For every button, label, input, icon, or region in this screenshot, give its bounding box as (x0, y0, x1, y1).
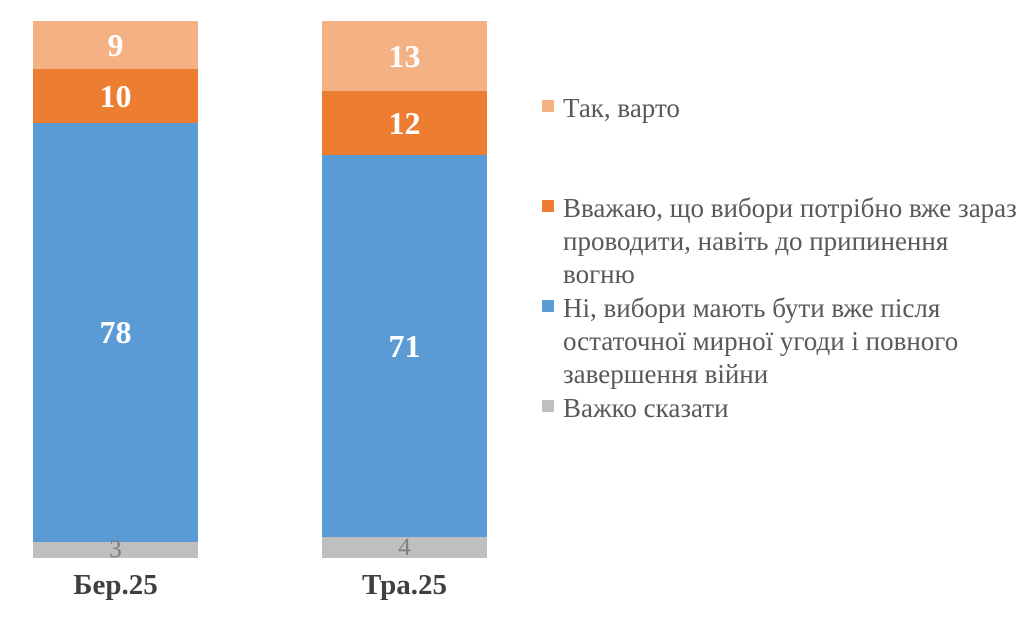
bar-segment: 12 (322, 90, 487, 156)
legend-label: Ні, вибори мають бути вже після остаточн… (563, 293, 959, 389)
bar-segment-value-label: 71 (388, 327, 421, 364)
category-label: Тра.25 (361, 569, 448, 601)
bar-segment-value-label: 4 (398, 533, 411, 561)
bar-segment-value-label: 3 (109, 536, 122, 564)
legend-swatch-icon (542, 200, 554, 212)
bar-segment: 4 (322, 533, 487, 561)
legend-item: Так, варто (542, 92, 1018, 125)
stacked-bar: 9 10 78 3 (33, 21, 198, 562)
bar-segment: 13 (322, 21, 487, 91)
legend-label: Важко сказати (563, 393, 729, 423)
bar-segment-value-label: 10 (99, 78, 132, 115)
legend-swatch-icon (542, 100, 554, 112)
bar-segment-value-label: 12 (388, 105, 421, 142)
bar-column: 9 10 78 3 Бер.25 (33, 21, 198, 602)
bar-segment: 9 (33, 21, 198, 70)
stacked-bar: 13 12 71 4 (322, 21, 487, 561)
category-label: Бер.25 (73, 569, 158, 601)
legend-item: Важко сказати (542, 392, 1018, 425)
legend-label: Вважаю, що вибори потрібно вже зараз про… (563, 193, 1017, 289)
bar-segment: 71 (322, 155, 487, 537)
legend-swatch-icon (542, 400, 554, 412)
legend-item: Вважаю, що вибори потрібно вже зараз про… (542, 192, 1018, 291)
legend-swatch-icon (542, 300, 554, 312)
bar-segment-value-label: 13 (388, 37, 421, 74)
bar-segment: 10 (33, 69, 198, 124)
bar-segment: 78 (33, 123, 198, 542)
bar-column: 13 12 71 4 Тра.25 (322, 21, 487, 602)
legend-label: Так, варто (563, 93, 680, 123)
bar-segment: 3 (33, 537, 198, 562)
bar-segment-value-label: 9 (107, 27, 124, 64)
legend-item: Ні, вибори мають бути вже після остаточн… (542, 292, 1018, 391)
legend: Так, варто Вважаю, що вибори потрібно вже… (542, 0, 1020, 620)
bar-segment-value-label: 78 (99, 314, 132, 351)
